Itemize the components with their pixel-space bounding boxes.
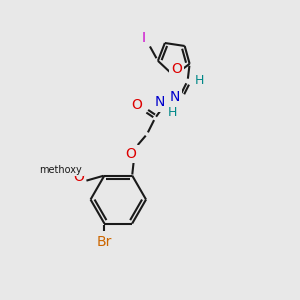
Text: Br: Br [97,236,112,249]
Text: O: O [126,147,136,161]
Text: O: O [171,62,182,76]
Text: H: H [195,74,204,87]
Text: methoxy: methoxy [40,165,82,175]
Text: N: N [169,89,180,103]
Text: N: N [155,95,165,110]
Text: I: I [142,31,146,45]
Text: O: O [132,98,142,112]
Text: H: H [168,106,178,119]
Text: O: O [73,170,84,184]
